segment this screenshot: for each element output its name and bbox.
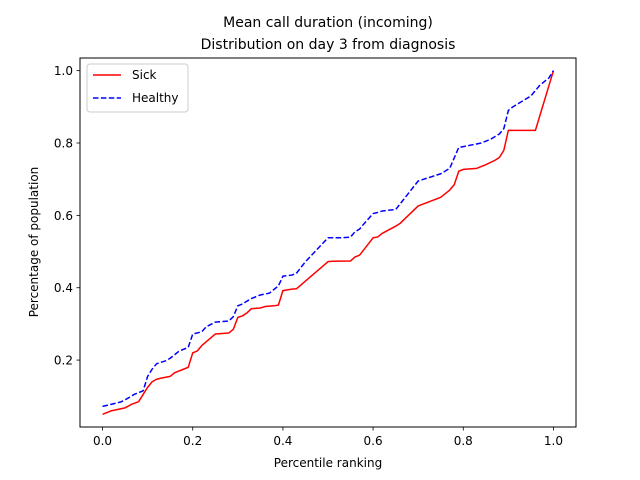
y-tick-label: 0.6: [54, 209, 73, 223]
y-tick-label: 1.0: [54, 64, 73, 78]
legend-label-sick: Sick: [132, 68, 157, 82]
chart-subtitle: Distribution on day 3 from diagnosis: [201, 37, 456, 53]
series-line-healthy: [102, 70, 555, 408]
y-axis-ticks: 0.2 0.4 0.6 0.8 1.0: [54, 64, 80, 368]
y-tick-label: 0.8: [54, 137, 73, 151]
y-tick-label: 0.4: [54, 281, 73, 295]
plot-frame: [79, 57, 577, 428]
legend: Sick Healthy: [86, 63, 189, 113]
x-tick-label: 0.8: [454, 434, 473, 448]
x-tick-label: 0.0: [93, 434, 112, 448]
y-tick-label: 0.2: [54, 354, 73, 368]
legend-label-healthy: Healthy: [132, 91, 179, 105]
x-tick-label: 0.4: [273, 434, 292, 448]
x-axis-ticks: 0.0 0.2 0.4 0.6 0.8 1.0: [93, 427, 563, 448]
y-axis-title: Percentage of population: [27, 167, 41, 318]
x-axis-title: Percentile ranking: [274, 456, 382, 470]
series-line-sick: [102, 70, 555, 416]
legend-box: [86, 63, 189, 113]
x-tick-label: 0.2: [183, 434, 202, 448]
x-tick-label: 1.0: [544, 434, 563, 448]
x-tick-label: 0.6: [364, 434, 383, 448]
series-layer: [102, 70, 555, 416]
chart-title: Mean call duration (incoming): [223, 15, 433, 31]
